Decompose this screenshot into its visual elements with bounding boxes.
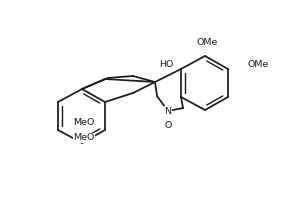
Text: HO: HO: [159, 60, 173, 69]
Text: MeO: MeO: [74, 133, 95, 143]
Text: N: N: [164, 107, 171, 115]
Text: O: O: [164, 121, 172, 129]
Text: OMe: OMe: [196, 37, 218, 47]
Text: MeO: MeO: [74, 117, 95, 127]
Text: OMe: OMe: [248, 60, 269, 69]
